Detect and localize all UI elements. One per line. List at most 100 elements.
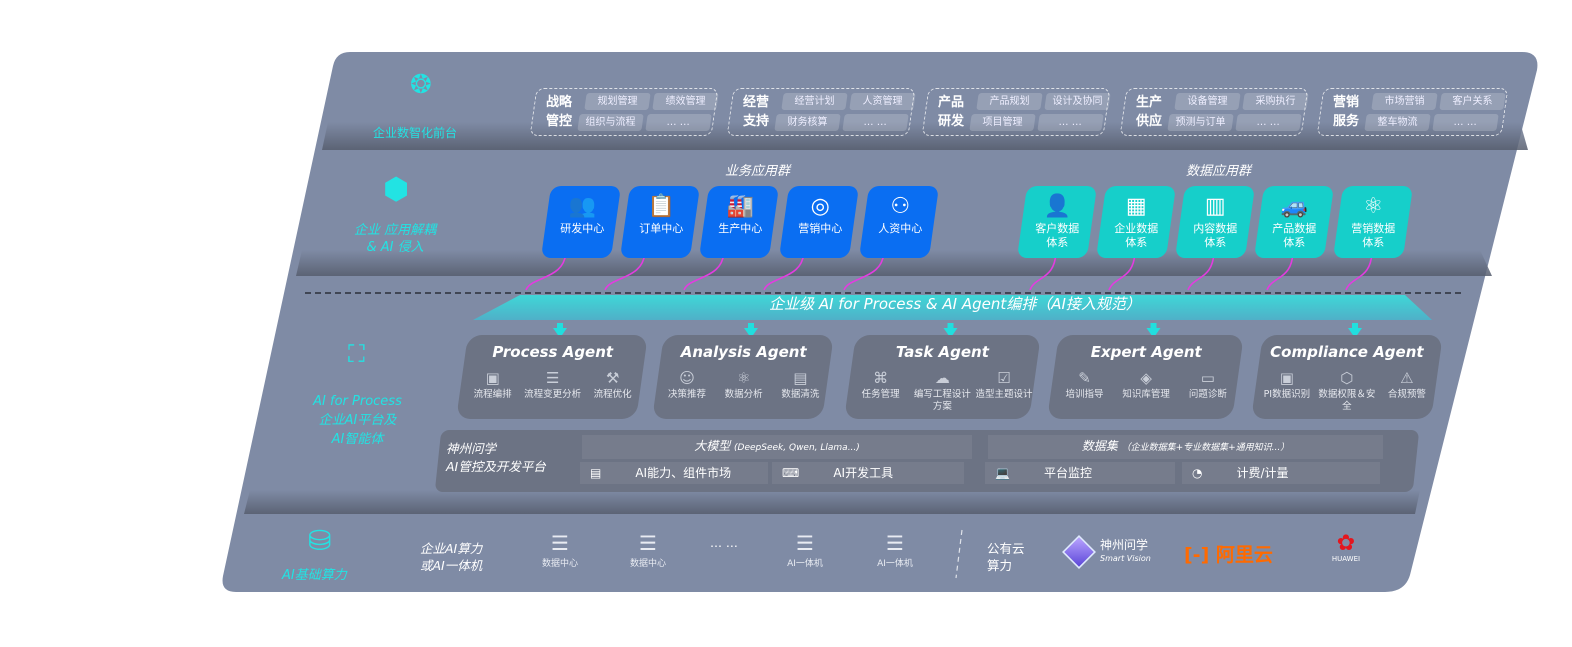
business-app-card[interactable]: 🏭 生产中心 xyxy=(698,186,780,258)
agent-item[interactable]: ☑ 造型主题设计 xyxy=(973,367,1034,413)
shield-icon: ⬡ xyxy=(1340,369,1354,387)
front-chip[interactable]: 绩效管理 xyxy=(652,93,719,110)
front-group: 营销 服务 市场营销 客户关系 整车物流 … … xyxy=(1316,88,1509,136)
list-icon: ☰ xyxy=(545,369,560,387)
front-chip[interactable]: 采购执行 xyxy=(1242,93,1309,110)
card-label-line: 产品数据 xyxy=(1272,222,1317,235)
agent-item[interactable]: ⌘ 任务管理 xyxy=(850,367,911,413)
agent-item[interactable]: ⚛ 数据分析 xyxy=(716,367,772,401)
agent-item[interactable]: ☰ 流程变更分析 xyxy=(523,367,582,401)
network-icon: ⌘ xyxy=(873,369,889,387)
front-chip[interactable]: 客户关系 xyxy=(1439,93,1506,110)
front-chip[interactable]: 人资管理 xyxy=(849,93,916,110)
badge-icon: ▣ xyxy=(1279,369,1294,387)
agent-card[interactable]: Analysis Agent ☺ 决策推荐 ⚛ 数据分析 ▤ 数据清洗 xyxy=(652,335,834,419)
card-label-line: 体系 xyxy=(1283,236,1306,249)
model-cell[interactable]: 大模型 (DeepSeek, Qwen, Llama...) xyxy=(582,435,972,459)
agent-inner: Compliance Agent ▣ PI数据识别 ⬡ 数据权限＆安全 ⚠ 合规预警 xyxy=(1257,343,1437,413)
agent-item[interactable]: ✎ 培训指导 xyxy=(1054,367,1115,401)
people-icon: ⚇ xyxy=(890,194,911,219)
agent-item-label: 任务管理 xyxy=(861,389,900,400)
front-chip[interactable]: 项目管理 xyxy=(969,114,1036,131)
card-inner: ⚇ 人资中心 xyxy=(865,190,935,236)
chip-label: 设计及协同 xyxy=(1052,96,1103,107)
agent-card[interactable]: Process Agent ▣ 流程编排 ☰ 流程变更分析 ⚒ 流程优化 xyxy=(456,335,648,419)
server-icon: ☰ xyxy=(551,531,569,555)
double-arrow-icon xyxy=(943,323,958,338)
front-chip[interactable]: 整车物流 xyxy=(1364,114,1431,131)
agent-card[interactable]: Expert Agent ✎ 培训指导 ◈ 知识库管理 ▭ 问题诊断 xyxy=(1047,335,1244,419)
chip-label: 绩效管理 xyxy=(665,96,706,107)
front-chip[interactable]: 经营计划 xyxy=(781,93,848,110)
data-app-card[interactable]: ▦ 企业数据 体系 xyxy=(1095,186,1177,258)
agent-items: ▣ PI数据识别 ⬡ 数据权限＆安全 ⚠ 合规预警 xyxy=(1257,367,1437,413)
front-chip[interactable]: 产品规划 xyxy=(976,93,1043,110)
huawei-petals-icon: ✿ xyxy=(1336,531,1356,556)
layers-icon: ◈ xyxy=(1140,369,1152,387)
group-title-line: 经营 xyxy=(743,95,770,110)
agent-inner: Process Agent ▣ 流程编排 ☰ 流程变更分析 ⚒ 流程优化 xyxy=(463,343,643,401)
agent-item[interactable]: ⬡ 数据权限＆安全 xyxy=(1317,367,1376,413)
orchestration-banner-shape xyxy=(473,295,1432,320)
chip-label: 人资管理 xyxy=(862,96,903,107)
agent-inner: Expert Agent ✎ 培训指导 ◈ 知识库管理 ▭ 问题诊断 xyxy=(1054,343,1239,401)
front-chip[interactable]: 预测与订单 xyxy=(1167,114,1234,131)
alert-icon: ⚠ xyxy=(1400,369,1414,387)
chip-label: … … xyxy=(1256,117,1281,128)
database-icon: ⛁ xyxy=(308,524,332,557)
agent-item[interactable]: ☁ 编写工程设计方案 xyxy=(912,367,973,413)
front-chip[interactable]: … … xyxy=(842,114,909,131)
front-chip[interactable]: 设备管理 xyxy=(1174,93,1241,110)
front-chip[interactable]: … … xyxy=(645,114,712,131)
tool-label: 平台监控 xyxy=(1043,466,1092,480)
front-chip[interactable]: 设计及协同 xyxy=(1044,93,1111,110)
data-app-card[interactable]: ▥ 内容数据 体系 xyxy=(1174,186,1256,258)
data-app-card[interactable]: 👤 客户数据 体系 xyxy=(1016,186,1098,258)
card-inner: ▥ 内容数据 体系 xyxy=(1180,190,1250,250)
group-title-line: 服务 xyxy=(1333,114,1360,129)
agent-item[interactable]: ▣ PI数据识别 xyxy=(1257,367,1316,413)
server: ☰ AI一体机 xyxy=(770,530,840,569)
platform-name-2: AI管控及开发平台 xyxy=(446,459,546,474)
agent-item[interactable]: ▭ 问题诊断 xyxy=(1177,367,1238,401)
laptop-icon: 💻 xyxy=(995,466,1010,480)
market-icon: ▤ xyxy=(590,466,602,480)
chip-label: 采购执行 xyxy=(1255,96,1296,107)
agent-item[interactable]: ▣ 流程编排 xyxy=(463,367,522,401)
platform-tool[interactable]: ⌨ AI开发工具 xyxy=(772,462,964,484)
business-app-card[interactable]: 👥 研发中心 xyxy=(540,186,622,258)
agent-item[interactable]: ◈ 知识库管理 xyxy=(1116,367,1177,401)
agent-item[interactable]: ▤ 数据清洗 xyxy=(772,367,828,401)
tool-label: AI开发工具 xyxy=(833,466,894,480)
business-app-card[interactable]: ◎ 营销中心 xyxy=(778,186,860,258)
agent-card[interactable]: Compliance Agent ▣ PI数据识别 ⬡ 数据权限＆安全 ⚠ 合规预警 xyxy=(1251,335,1443,419)
platform-tool[interactable]: ◔ 计费/计量 xyxy=(1182,462,1380,484)
front-chip[interactable]: … … xyxy=(1235,114,1302,131)
agent-item-label: 问题诊断 xyxy=(1188,389,1227,400)
front-chip[interactable]: 规划管理 xyxy=(584,93,651,110)
data-app-card[interactable]: ⚛ 营销数据 体系 xyxy=(1332,186,1414,258)
front-chip[interactable]: 市场营销 xyxy=(1371,93,1438,110)
business-app-card[interactable]: ⚇ 人资中心 xyxy=(858,186,940,258)
business-app-card[interactable]: 📋 订单中心 xyxy=(619,186,701,258)
checklist-icon: ☑ xyxy=(997,369,1011,387)
agent-items: ☺ 决策推荐 ⚛ 数据分析 ▤ 数据清洗 xyxy=(659,367,829,401)
agent-item[interactable]: ⚒ 流程优化 xyxy=(583,367,642,401)
front-chip[interactable]: … … xyxy=(1037,114,1104,131)
chart-icon: ▣ xyxy=(485,369,500,387)
platform-tool[interactable]: ▤ AI能力、组件市场 xyxy=(580,462,768,484)
agent-item[interactable]: ☺ 决策推荐 xyxy=(659,367,715,401)
front-chip[interactable]: 组织与流程 xyxy=(577,114,644,131)
agent-card[interactable]: Task Agent ⌘ 任务管理 ☁ 编写工程设计方案 ☑ 造型主题设计 xyxy=(844,335,1041,419)
data-app-card[interactable]: 🚙 产品数据 体系 xyxy=(1253,186,1335,258)
agent-item[interactable]: ⚠ 合规预警 xyxy=(1377,367,1436,413)
target-icon: ◎ xyxy=(810,194,830,219)
platform-tool[interactable]: 💻 平台监控 xyxy=(985,462,1175,484)
group-title-line: 管控 xyxy=(546,114,573,129)
front-chip[interactable]: … … xyxy=(1432,114,1499,131)
front-chip[interactable]: 财务核算 xyxy=(774,114,841,131)
huawei-logo-text: HUAWEI xyxy=(1331,555,1361,563)
chip-label: 组织与流程 xyxy=(585,117,636,128)
chip-label: 客户关系 xyxy=(1452,96,1493,107)
dataset-cell[interactable]: 数据集 （企业数据集+专业数据集+通用知识...） xyxy=(988,435,1383,459)
